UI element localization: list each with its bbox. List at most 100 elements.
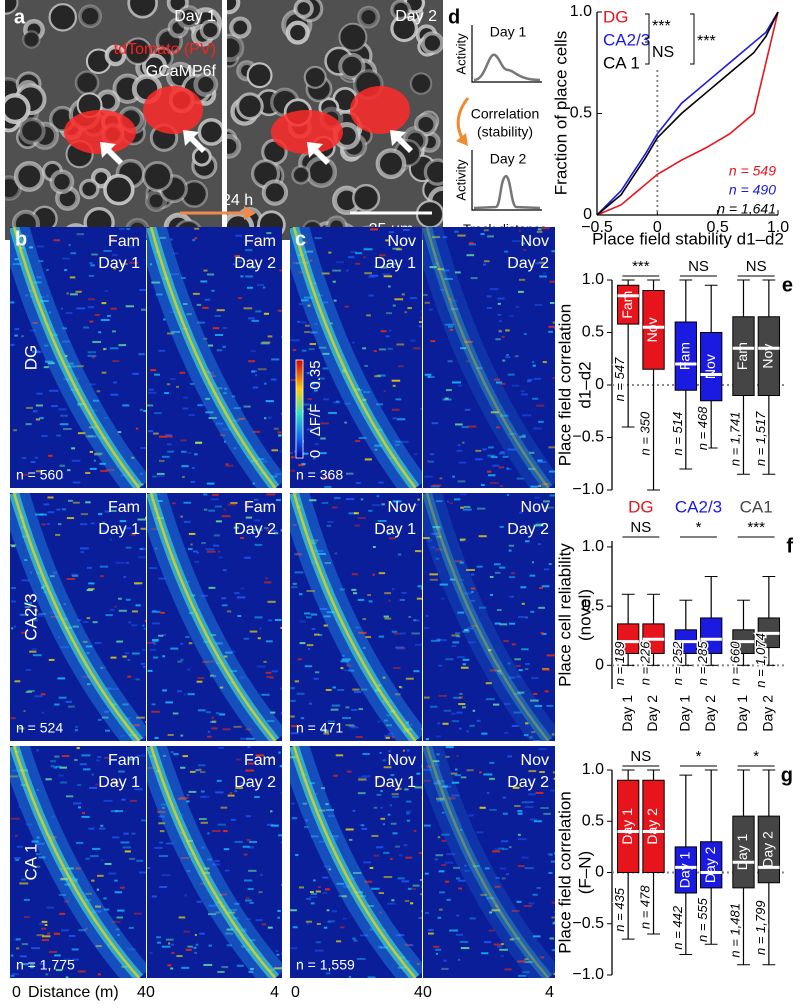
heatmap-speckle <box>38 613 47 616</box>
heatmap-speckle <box>330 708 339 711</box>
heatmap-speckle <box>133 724 140 727</box>
heatmap-speckle <box>181 966 190 969</box>
heatmap-speckle <box>252 386 258 389</box>
heatmap-speckle <box>323 615 331 618</box>
cell <box>103 173 135 206</box>
heatmap-speckle <box>36 788 39 791</box>
heatmap-speckle <box>22 963 29 966</box>
y-tick-label: −0.5 <box>572 915 604 932</box>
arrow <box>307 142 330 165</box>
heatmap-speckle <box>81 815 90 818</box>
heatmap-speckle <box>173 753 179 756</box>
heatmap-speckle <box>355 736 363 739</box>
heatmap-speckle <box>413 619 417 622</box>
heatmap-speckle <box>10 301 15 304</box>
heatmap-speckle <box>234 902 240 905</box>
heatmap-speckle <box>100 666 104 669</box>
heatmap-speckle <box>386 532 392 535</box>
heatmap-speckle <box>60 781 67 784</box>
heatmap-speckle <box>273 967 282 970</box>
heatmap-speckle <box>78 806 81 809</box>
heatmap-speckle <box>101 859 104 862</box>
schematic-label: (stability) <box>477 124 533 140</box>
heatmap-speckle <box>306 616 312 619</box>
heatmap-speckle <box>518 278 526 281</box>
heatmap-speckle <box>390 774 395 777</box>
heatmap-speckle <box>400 686 403 689</box>
heatmap-speckle <box>396 248 403 251</box>
heatmap-speckle <box>325 803 329 806</box>
heatmap-speckle <box>170 943 175 946</box>
heatmap-speckle <box>106 314 111 317</box>
heatmap-speckle <box>208 586 216 589</box>
heatmap-speckle <box>23 898 30 901</box>
heatmap-speckle <box>161 874 171 877</box>
heatmap-speckle <box>170 647 179 650</box>
heatmap-speckle <box>153 432 159 435</box>
heatmap-speckle <box>252 430 261 433</box>
heatmap-speckle <box>183 520 191 523</box>
heatmap-speckle <box>309 259 313 262</box>
box-label: Day 2 <box>702 846 718 883</box>
y-tick-label: 0 <box>595 376 604 393</box>
heatmap-speckle <box>552 321 555 324</box>
heatmap-speckle <box>41 939 50 942</box>
heatmap-speckle <box>466 730 469 733</box>
heatmap-speckle <box>86 617 91 620</box>
heatmap-speckle <box>243 405 251 408</box>
heatmap-speckle <box>211 830 221 833</box>
day-label: Day 1 <box>374 521 416 538</box>
heatmap-speckle <box>516 900 522 903</box>
heatmap-speckle <box>66 578 75 581</box>
heatmap-speckle <box>535 262 542 265</box>
heatmap-speckle <box>184 894 187 897</box>
heatmap-speckle <box>488 649 492 652</box>
heatmap-speckle <box>535 791 544 794</box>
heatmap-speckle <box>424 912 429 915</box>
heatmap-speckle <box>501 943 504 946</box>
heatmap-speckle <box>382 273 391 276</box>
heatmap-speckle <box>458 461 467 464</box>
heatmap-speckle <box>310 613 318 616</box>
heatmap-speckle <box>311 331 318 334</box>
heatmap-speckle <box>456 656 465 659</box>
heatmap-speckle <box>249 266 257 269</box>
heatmap-speckle <box>223 848 230 851</box>
heatmap-speckle <box>327 521 334 524</box>
heatmap-speckle <box>183 396 188 399</box>
heatmap-speckle <box>434 858 438 861</box>
heatmap-speckle <box>331 835 339 838</box>
heatmap-speckle <box>455 877 461 880</box>
cell <box>409 72 433 95</box>
heatmap-speckle <box>290 732 299 735</box>
heatmap-speckle <box>254 616 263 619</box>
heatmap-speckle <box>502 359 506 362</box>
condition-label: Nov <box>388 233 416 250</box>
heatmap-speckle <box>229 650 236 653</box>
heatmap-speckle <box>320 787 326 790</box>
heatmap-speckle <box>441 864 447 867</box>
heatmap-speckle <box>208 944 213 947</box>
heatmap-speckle <box>462 508 472 511</box>
heatmap-speckle <box>321 501 329 504</box>
heatmap-speckle <box>536 230 543 233</box>
heatmap-speckle <box>114 810 124 813</box>
heatmap-speckle <box>247 746 251 749</box>
heatmap-speckle <box>535 523 543 526</box>
heatmap-speckle <box>426 459 429 462</box>
heatmap-speckle <box>211 863 220 866</box>
heatmap-speckle <box>346 770 352 773</box>
heatmap-speckle <box>233 447 237 450</box>
heatmap-speckle <box>172 712 179 715</box>
heatmap-speckle <box>154 736 159 739</box>
heatmap-speckle <box>100 575 104 578</box>
heatmap-speckle <box>370 228 378 231</box>
heatmap-speckle <box>476 831 484 834</box>
heatmap-speckle <box>21 335 24 338</box>
heatmap-speckle <box>63 427 72 430</box>
heatmap-speckle <box>32 322 38 325</box>
heatmap-speckle <box>69 276 76 279</box>
colorbar-label: 0 <box>307 450 324 458</box>
heatmap-speckle <box>76 747 80 750</box>
heatmap-speckle <box>394 693 401 696</box>
